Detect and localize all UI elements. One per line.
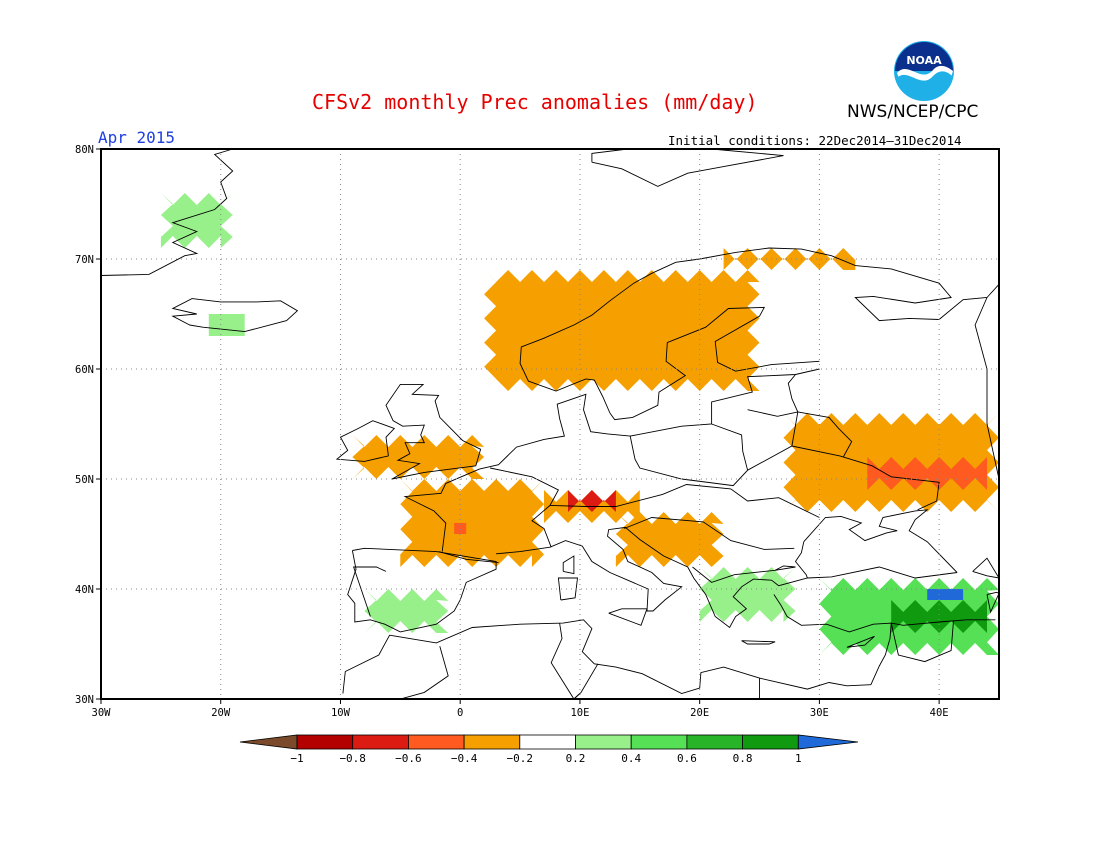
colorbar-arrow-high	[797, 734, 859, 750]
colorbar-arrow-low	[239, 734, 298, 750]
coastline	[891, 619, 996, 626]
colorbar-tick-label: 0.6	[677, 752, 697, 765]
anomaly-region	[454, 523, 467, 534]
latitude-labels: 80N 70N 60N 50N 40N 30N	[75, 144, 94, 706]
anomaly-region	[400, 479, 544, 567]
coastline	[803, 509, 958, 573]
organization-label: NWS/NCEP/CPC	[847, 102, 979, 122]
coastline	[342, 619, 871, 694]
initial-conditions-label: Initial conditions: 22Dec2014–31Dec2014	[668, 133, 962, 148]
coastline	[352, 646, 449, 700]
coastline	[797, 411, 853, 458]
longitude-label: 20E	[690, 707, 709, 719]
coastline	[747, 445, 940, 511]
longitude-label: 30E	[810, 707, 829, 719]
colorbar-bin	[742, 734, 799, 750]
coastline	[100, 148, 234, 276]
coastline	[403, 368, 820, 552]
coastline	[787, 374, 799, 413]
coastline	[773, 594, 892, 685]
coastline	[846, 635, 875, 648]
coastline	[335, 420, 396, 462]
coastline	[549, 484, 820, 518]
colorbar-bin	[519, 734, 576, 750]
coastline	[550, 623, 581, 700]
coastline	[890, 620, 954, 663]
svg-text:NOAA: NOAA	[906, 54, 942, 67]
coastline	[629, 423, 749, 487]
anomaly-region	[891, 600, 987, 633]
longitude-label: 40E	[930, 707, 949, 719]
latitude-label: 30N	[75, 694, 94, 706]
coastline	[741, 640, 776, 645]
longitude-label: 10E	[570, 707, 589, 719]
colorbar-bin	[463, 734, 521, 750]
colorbar-tick-label: −0.4	[451, 752, 478, 765]
coastline	[573, 663, 599, 700]
month-label: Apr 2015	[98, 128, 176, 147]
anomaly-region	[208, 314, 245, 336]
anomaly-region	[615, 512, 724, 567]
coastline	[519, 247, 1000, 414]
coastline	[496, 526, 958, 629]
colorbar-bin	[296, 734, 354, 750]
coastline	[692, 566, 735, 583]
coastline	[557, 577, 579, 601]
coastline	[794, 541, 808, 579]
latitude-label: 80N	[75, 144, 94, 156]
longitude-labels: 30W 20W 10W 0 10E 20E 30E 40E	[92, 707, 949, 719]
colorbar-bin	[686, 734, 744, 750]
latitude-label: 50N	[75, 474, 94, 486]
coastline	[609, 306, 820, 421]
longitude-label: 10W	[331, 707, 351, 719]
coastline	[438, 551, 499, 564]
coastline	[774, 565, 796, 571]
colorbar-bin	[352, 734, 409, 750]
colorbar-bin	[407, 734, 465, 750]
longitude-label: 30W	[92, 707, 112, 719]
colorbar-bin	[575, 734, 632, 750]
anomaly-region	[364, 589, 449, 633]
latitude-label: 40N	[75, 584, 94, 596]
anomaly-region	[160, 193, 233, 248]
coastline	[972, 557, 1000, 579]
colorbar-tick-label: 0.8	[733, 752, 753, 765]
colorbar: −1 −0.8 −0.6 −0.4 −0.2 0.2 0.4 0.6 0.8 1	[239, 734, 859, 765]
coastline	[608, 608, 648, 626]
colorbar-tick-label: −0.8	[339, 752, 366, 765]
coastlines	[100, 148, 1000, 700]
anomaly-region	[568, 490, 616, 512]
colorbar-tick-label: −1	[290, 752, 303, 765]
anomaly-region	[352, 435, 485, 479]
anomaly-region	[484, 270, 760, 391]
colorbar-tick-label: 0.2	[566, 752, 586, 765]
coastline	[591, 148, 784, 187]
anomaly-fills	[160, 193, 999, 655]
colorbar-tick-label: −0.6	[395, 752, 422, 765]
longitude-label: 0	[457, 707, 463, 719]
coastline	[624, 517, 795, 550]
axis-ticks	[96, 148, 940, 704]
coastline	[347, 547, 497, 633]
graticule	[101, 149, 999, 699]
coastline	[747, 409, 799, 447]
page-title: CFSv2 monthly Prec anomalies (mm/day)	[312, 90, 758, 114]
longitude-label: 20W	[211, 707, 231, 719]
colorbar-tick-label: 1	[795, 752, 802, 765]
latitude-label: 70N	[75, 254, 94, 266]
anomaly-region	[927, 589, 964, 600]
coastline	[734, 566, 796, 576]
noaa-logo: NOAA	[894, 41, 954, 101]
coastline	[562, 555, 575, 575]
map-frame	[100, 148, 1000, 700]
latitude-label: 60N	[75, 364, 94, 376]
colorbar-tick-label: 0.4	[621, 752, 641, 765]
coastline	[385, 383, 482, 480]
anomaly-region	[867, 457, 987, 490]
colorbar-bin	[630, 734, 688, 750]
coastline	[171, 298, 299, 333]
colorbar-tick-label: −0.2	[507, 752, 534, 765]
coastline	[352, 566, 387, 617]
